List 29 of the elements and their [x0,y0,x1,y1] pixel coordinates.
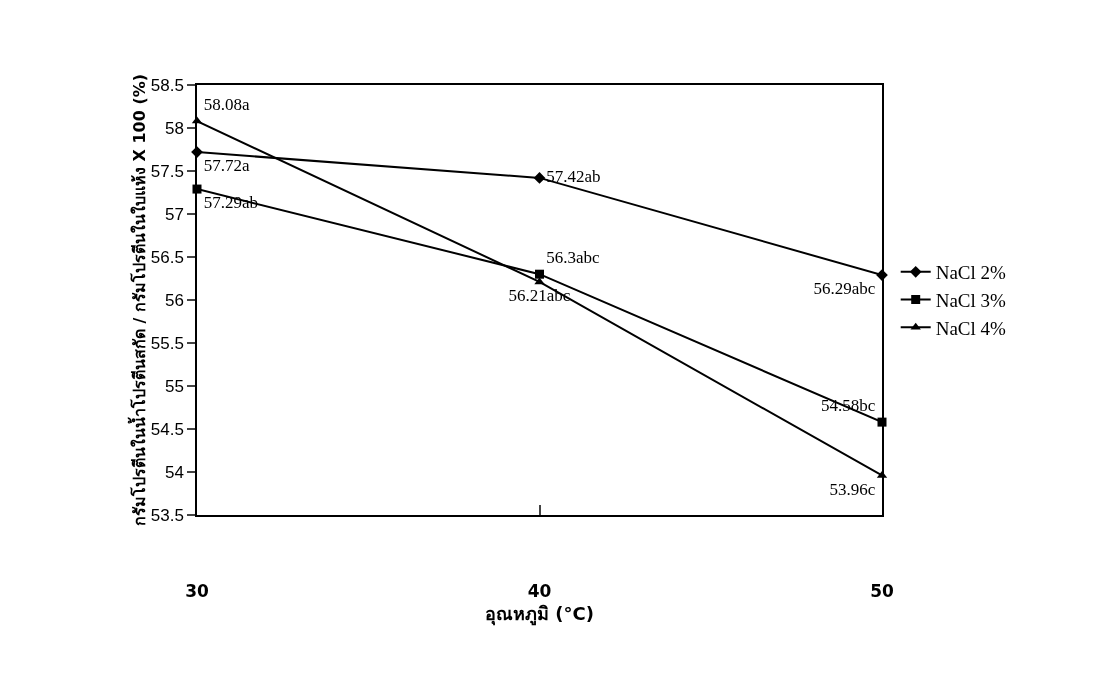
y-tick-label: 54.5 [150,419,184,439]
y-axis-title: กรัมโปรตีนในน้ำโปรตีนสกัด / กรัมโปรตีนในใบแห้ง X 100 (%) [126,73,149,527]
data-label: 56.29abc [813,279,876,299]
legend-label: NaCl 3% [935,289,1007,311]
point [533,172,546,184]
legend-label: NaCl 2% [935,262,1007,284]
point [534,277,545,285]
y-tick-label: 55.5 [150,333,184,353]
data-label: 58.08a [203,95,250,115]
y-tick-label: 54 [164,462,184,482]
y-tick-label: 58 [164,118,184,138]
y-tick-label: 57.5 [150,161,184,181]
y-tick-label: 55 [164,376,184,396]
legend-label: NaCl 4% [935,317,1007,339]
y-tick-label: 58.5 [150,75,184,95]
x-axis-title: อุณหภูมิ (°C) [485,603,594,627]
data-label: 57.42ab [546,167,601,187]
y-tick-label: 57 [164,204,184,224]
y-tick-label: 56 [164,290,184,310]
y-tick-label: 56.5 [150,247,184,267]
y-tick-label: 53.5 [150,505,184,525]
x-tick-label: 50 [870,581,894,602]
data-label: 57.72a [203,156,250,176]
data-label: 56.21abc [508,286,571,306]
data-label: 56.3abc [546,248,600,268]
data-label: 53.96c [829,479,876,499]
x-tick-label: 40 [527,581,552,602]
x-tick-label: 30 [185,581,209,602]
point [535,269,544,279]
